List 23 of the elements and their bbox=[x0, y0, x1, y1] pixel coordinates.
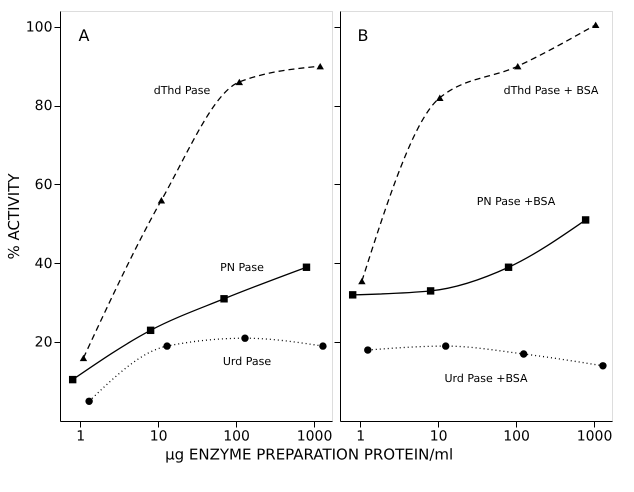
x-tick-label: 100 bbox=[503, 428, 530, 444]
x-tick-label: 10 bbox=[150, 428, 168, 444]
annotation: Urd Pase +BSA bbox=[444, 372, 528, 385]
x-tick-label: 1000 bbox=[576, 428, 612, 444]
annotation: PN Pase +BSA bbox=[476, 195, 556, 208]
y-tick-label: 80 bbox=[34, 98, 52, 114]
x-tick-label: 1 bbox=[356, 428, 366, 444]
y-axis-title: % ACTIVITY bbox=[4, 172, 23, 260]
x-tick-label: 100 bbox=[223, 428, 250, 444]
annotation: Urd Pase bbox=[222, 355, 272, 368]
y-tick-label: 100 bbox=[26, 19, 52, 36]
annotation: PN Pase bbox=[220, 261, 264, 274]
x-tick-label: 1000 bbox=[296, 428, 332, 444]
annotation: A bbox=[78, 26, 90, 45]
y-tick-label: 60 bbox=[34, 176, 52, 193]
y-tick-label: 20 bbox=[34, 334, 52, 351]
annotation: dThd Pase + BSA bbox=[504, 84, 599, 97]
annotation: dThd Pase bbox=[154, 84, 210, 97]
x-tick-label: 1 bbox=[76, 428, 86, 444]
y-tick-label: 40 bbox=[34, 256, 52, 272]
x-axis-title: µg ENZYME PREPARATION PROTEIN/ml bbox=[165, 446, 454, 464]
annotation: B bbox=[358, 26, 368, 45]
x-tick-label: 10 bbox=[430, 428, 448, 444]
